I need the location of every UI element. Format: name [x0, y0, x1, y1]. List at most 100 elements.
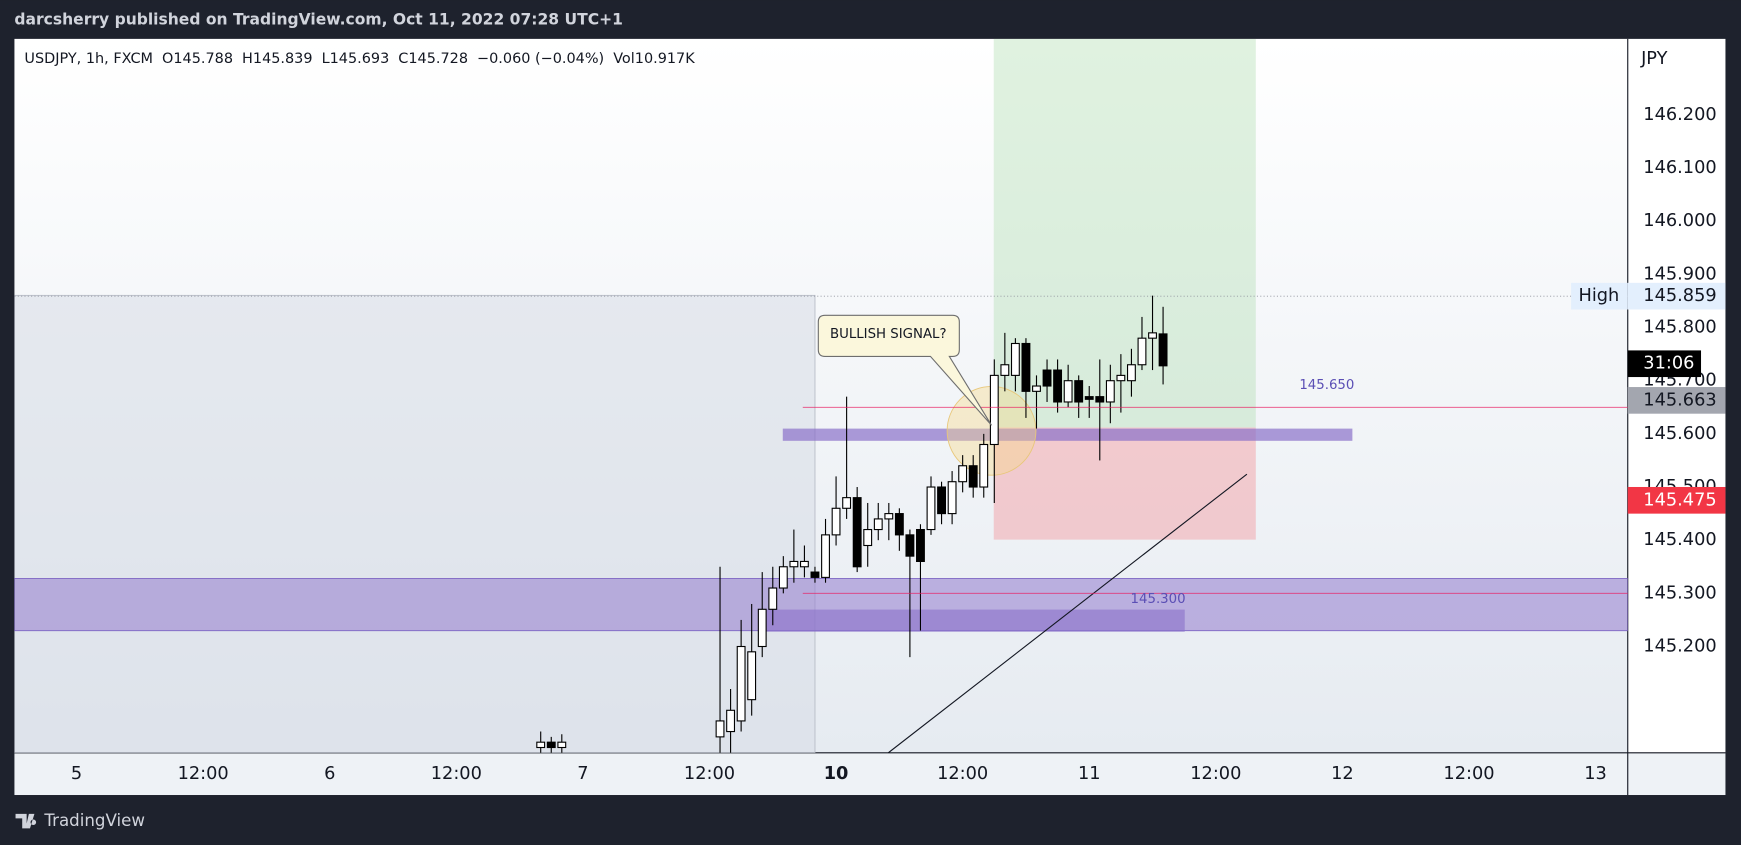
candle-body [799, 560, 809, 568]
breakout-block [782, 428, 1353, 441]
candle-body [884, 513, 894, 520]
stop-zone [993, 427, 1256, 540]
candle-body [1063, 380, 1073, 403]
y-tick-label: 145.400 [1643, 530, 1716, 550]
candles [536, 295, 1168, 753]
x-axis: 5 12:00 6 12:00 7 12:00 10 12:00 11 12:00 12 12:00 1… [71, 764, 1607, 784]
candle-body [947, 481, 957, 515]
open: O145.788 [162, 51, 233, 67]
logo-mark [15, 813, 37, 829]
candle-body [810, 571, 820, 578]
x-tick-label: 12:00 [1443, 764, 1494, 784]
candle-body [852, 497, 862, 568]
order-block [761, 609, 1185, 632]
candle-body [894, 513, 904, 536]
symbol-legend: USDJPY, 1h, FXCM O145.788 H145.839 L145.… [24, 51, 695, 67]
x-tick-label: 7 [577, 764, 588, 784]
range-box [14, 294, 816, 753]
candle-body [1021, 342, 1031, 392]
candle-body [757, 608, 767, 648]
x-tick-label: 12:00 [178, 764, 229, 784]
y-tick-label: 146.100 [1643, 158, 1716, 178]
y-tick-label: 145.300 [1643, 583, 1716, 603]
countdown: 31:06 [1643, 354, 1694, 374]
levels: 145.650 145.300 [802, 378, 1628, 607]
x-tick-label: 11 [1078, 764, 1101, 784]
x-tick-label: 12:00 [937, 764, 988, 784]
candle-body [557, 741, 567, 749]
price-tags: High 145.859 31:06 145.663 145.475 [14, 282, 1726, 514]
candle-body [747, 651, 757, 701]
candle-body [1148, 332, 1157, 339]
candle-body [546, 741, 556, 749]
candle-body [778, 566, 788, 589]
symbol: USDJPY, 1h, FXCM [24, 51, 153, 67]
candle-body [715, 720, 725, 738]
callout [817, 314, 992, 426]
level-label: 145.650 [1299, 378, 1354, 393]
x-tick-label: 13 [1584, 764, 1607, 784]
low: L145.693 [322, 51, 390, 67]
candle-body [873, 518, 883, 531]
high: H145.839 [242, 51, 312, 67]
candle-body [968, 465, 978, 488]
footer-text: TradingView [43, 811, 145, 830]
candle-body [1126, 364, 1136, 382]
trend-line [887, 473, 1248, 753]
candle-body [1042, 369, 1052, 387]
candle-body [842, 497, 852, 509]
candle-body [1000, 364, 1010, 376]
target-zone [993, 38, 1256, 428]
price-tag [1627, 486, 1726, 514]
candle-body [926, 486, 936, 531]
x-tick-label: 10 [824, 764, 849, 784]
candle-body [1105, 380, 1115, 403]
candle-body [1010, 342, 1020, 376]
candle-body [1137, 337, 1147, 366]
candle-body [958, 465, 968, 483]
high-tag [1627, 282, 1726, 310]
high-title: High [1578, 286, 1619, 306]
callout-text: BULLISH SIGNAL? [830, 327, 947, 342]
candle-body [1053, 369, 1063, 403]
y-tick-label: 145.200 [1643, 637, 1716, 657]
y-tick-label: 145.800 [1643, 318, 1716, 338]
candle-body [1084, 396, 1094, 400]
x-tick-label: 12:00 [684, 764, 735, 784]
candle-body [1095, 396, 1105, 403]
candle-body [937, 486, 946, 515]
price-tag-label: 145.475 [1643, 490, 1716, 510]
candle-body [536, 741, 546, 749]
x-tick-label: 6 [324, 764, 335, 784]
drawings [14, 38, 1628, 753]
candle-body [989, 374, 999, 446]
high-tag-label: 145.859 [1643, 286, 1716, 306]
candle-body [1116, 374, 1126, 382]
x-tick-label: 5 [71, 764, 82, 784]
price-tag [1627, 387, 1726, 414]
candle-body [1032, 385, 1041, 392]
currency: JPY [1640, 49, 1668, 69]
candle-body [905, 534, 915, 557]
x-tick-label: 12 [1331, 764, 1354, 784]
y-tick-label: 145.600 [1643, 424, 1716, 444]
y-tick-label: 146.000 [1643, 211, 1716, 231]
y-tick-label: 145.900 [1643, 264, 1716, 284]
level-label: 145.300 [1131, 592, 1186, 607]
y-tick-label: 146.200 [1643, 105, 1716, 125]
candle-body [979, 443, 989, 488]
candle-body [1074, 380, 1084, 403]
countdown-bg [1627, 350, 1702, 378]
candle-body [726, 709, 736, 733]
candle-body [831, 507, 841, 536]
close: C145.728 [398, 51, 468, 67]
candle-body [863, 528, 873, 547]
x-tick-label: 12:00 [431, 764, 482, 784]
footer-logo: TradingView [15, 811, 145, 830]
candle-body [821, 534, 830, 578]
candle-body [789, 560, 799, 568]
candle-body [916, 528, 925, 563]
high-title-bg [1571, 282, 1628, 310]
